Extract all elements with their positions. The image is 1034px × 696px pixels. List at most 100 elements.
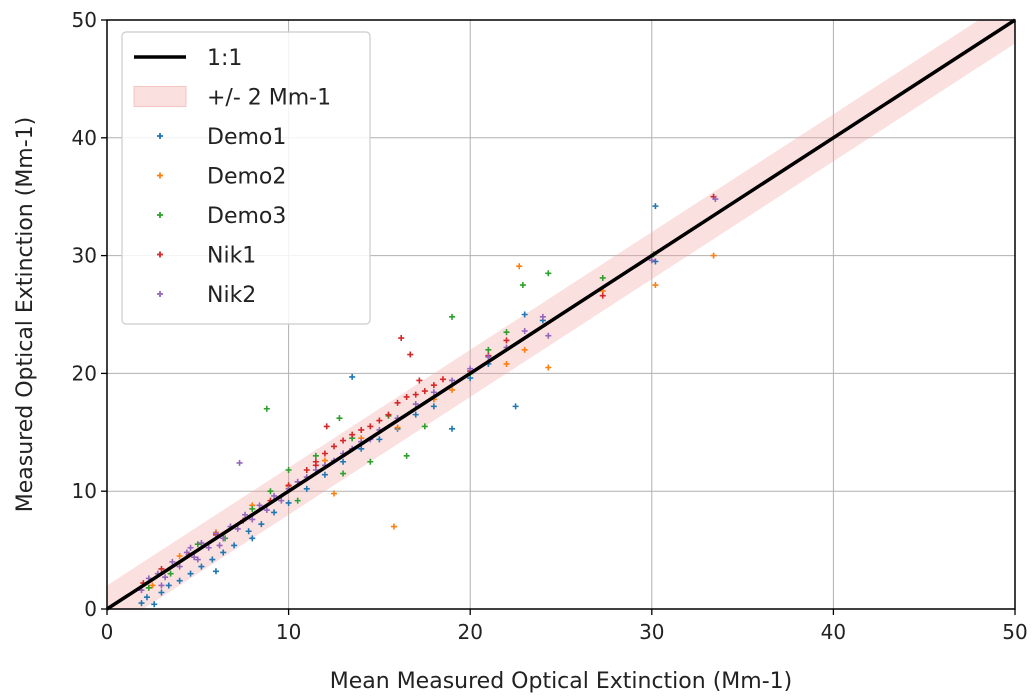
data-point (398, 335, 405, 342)
data-point (231, 542, 238, 549)
data-point (220, 535, 227, 542)
data-point (521, 346, 528, 353)
data-point (403, 452, 410, 459)
data-point (485, 353, 492, 360)
y-tick-label: 20 (72, 361, 97, 385)
legend-item: 1:1 (134, 46, 242, 71)
data-point (167, 570, 174, 577)
data-point (648, 257, 655, 264)
data-point (545, 270, 552, 277)
data-point (367, 458, 374, 465)
data-point (158, 582, 165, 589)
data-point (198, 540, 205, 547)
data-point (712, 196, 719, 203)
y-tick-label: 50 (72, 8, 97, 32)
data-point (236, 459, 243, 466)
data-point (234, 525, 241, 532)
one-to-one-line (106, 18, 1016, 611)
data-point (183, 549, 190, 556)
scatter-points (138, 193, 719, 608)
data-point (485, 346, 492, 353)
legend-marker (157, 172, 163, 179)
data-point (652, 282, 659, 289)
data-point (205, 544, 212, 551)
reference-line-layer (106, 18, 1016, 611)
legend-marker (157, 291, 163, 297)
data-point (271, 509, 278, 516)
legend-label: Demo3 (207, 204, 286, 229)
data-point (545, 332, 552, 339)
data-point (271, 492, 278, 499)
data-point (245, 528, 252, 535)
data-point (358, 426, 365, 433)
data-point (519, 282, 526, 289)
data-point (430, 403, 437, 410)
data-point (390, 523, 397, 530)
data-point (294, 497, 301, 504)
legend-marker (157, 133, 163, 139)
data-point (449, 425, 456, 432)
data-point (194, 541, 201, 548)
data-point (151, 601, 158, 608)
data-point (209, 556, 216, 563)
legend-marker (157, 251, 163, 258)
data-point (198, 563, 205, 570)
x-tick-label: 30 (639, 620, 664, 644)
data-point (430, 389, 437, 396)
data-point (145, 584, 152, 591)
data-point (263, 405, 270, 412)
data-point (516, 263, 523, 270)
data-point (652, 203, 659, 210)
data-point (242, 511, 249, 518)
data-point (521, 327, 528, 334)
data-point (449, 386, 456, 393)
legend-item: Demo3 (157, 204, 286, 229)
legend-item: Demo1 (157, 125, 286, 150)
data-point (407, 351, 414, 358)
legend-item: Nik1 (157, 244, 256, 269)
data-point (503, 329, 510, 336)
y-tick-label: 40 (72, 126, 97, 150)
data-point (412, 391, 419, 398)
data-point (187, 570, 194, 577)
y-axis-label: Measured Optical Extinction (Mm-1) (13, 117, 38, 513)
data-point (394, 399, 401, 406)
data-point (403, 393, 410, 400)
data-point (312, 452, 319, 459)
data-point (349, 373, 356, 380)
x-tick-label: 10 (276, 620, 301, 644)
legend-label: Demo1 (207, 125, 286, 150)
data-point (165, 582, 172, 589)
data-point (503, 337, 510, 344)
data-point (376, 417, 383, 424)
data-point (258, 521, 265, 528)
data-point (143, 594, 150, 601)
data-point (467, 365, 474, 372)
data-point (331, 490, 337, 497)
legend-marker (157, 212, 163, 218)
data-point (263, 507, 270, 514)
data-point (439, 376, 446, 383)
data-point (412, 401, 419, 408)
data-point (212, 530, 219, 537)
data-point (285, 499, 292, 506)
data-point (267, 488, 274, 495)
data-point (169, 558, 176, 565)
x-axis-label: Mean Measured Optical Extinction (Mm-1) (330, 669, 792, 694)
legend-label: Demo2 (207, 165, 286, 190)
plot-frame (106, 19, 1016, 610)
y-tick-label: 30 (72, 244, 97, 268)
data-point (249, 505, 256, 512)
y-tick-label: 10 (72, 479, 97, 503)
legend-item: +/- 2 Mm-1 (133, 86, 331, 111)
data-point (176, 577, 183, 584)
data-point (358, 445, 365, 452)
data-point (331, 443, 337, 450)
legend-label: +/- 2 Mm-1 (207, 86, 331, 111)
data-point (158, 589, 165, 596)
data-point (545, 364, 552, 371)
data-point (421, 423, 428, 430)
data-point (249, 535, 256, 542)
x-tick-label: 20 (457, 620, 482, 644)
